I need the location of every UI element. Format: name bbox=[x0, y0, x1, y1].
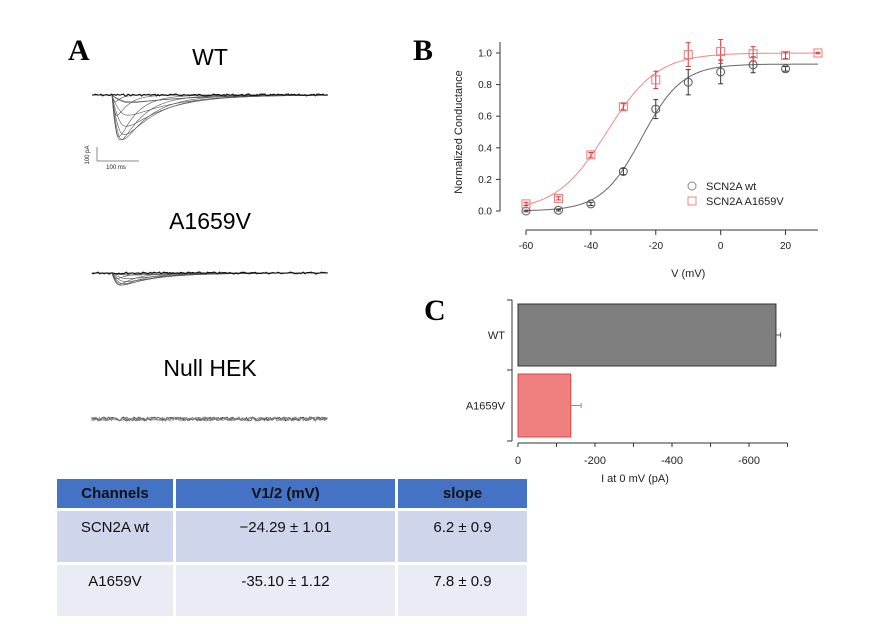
data-point-wt bbox=[781, 64, 791, 74]
data-point-a1659v bbox=[651, 75, 661, 85]
data-point-a1659v bbox=[683, 50, 693, 60]
conductance-chart: 0.0 0.2 0.4 0.6 0.8 1.0 -60 -40 -20 0 20 V (mV) No… bbox=[453, 39, 823, 280]
table-cell-v-half: -35.10 ± 1.12 bbox=[176, 565, 395, 616]
category-label: WT bbox=[488, 330, 505, 342]
data-point-a1659v bbox=[618, 102, 628, 112]
panel-b-letter: B bbox=[413, 34, 434, 67]
table-cell-channel: SCN2A wt bbox=[57, 511, 173, 562]
table-cell-channel: A1659V bbox=[57, 565, 173, 616]
current-bar-chart: WT A1659V 0 -200 -400 -600 I at 0 mV (pA) bbox=[466, 299, 788, 485]
trace-title-null-hek: Null HEK bbox=[163, 355, 257, 381]
data-point-a1659v bbox=[716, 46, 726, 56]
y-tick-label: 0.0 bbox=[478, 207, 492, 218]
fit-curve-a1659v bbox=[525, 52, 818, 206]
data-point-a1659v bbox=[586, 150, 596, 160]
scale-bar-y-label: 100 pA bbox=[85, 145, 91, 164]
y-tick-label: 0.2 bbox=[478, 175, 492, 186]
x-tick-label: 20 bbox=[780, 241, 792, 252]
table-cell-slope: 7.8 ± 0.9 bbox=[398, 565, 527, 616]
x-tick-label: -400 bbox=[661, 455, 683, 467]
conductance-points bbox=[521, 39, 823, 216]
data-point-a1659v bbox=[553, 193, 563, 203]
data-point-a1659v bbox=[521, 199, 531, 209]
y-tick-label: 0.8 bbox=[478, 80, 492, 91]
y-tick-label: 0.6 bbox=[478, 112, 492, 123]
x-tick-label: -60 bbox=[519, 241, 534, 252]
data-point-a1659v bbox=[748, 49, 758, 59]
conductance-legend: SCN2A wt SCN2A A1659V bbox=[687, 181, 784, 208]
conductance-fit-curves bbox=[525, 52, 818, 211]
legend-label-wt: SCN2A wt bbox=[706, 181, 756, 193]
conductance-axes: 0.0 0.2 0.4 0.6 0.8 1.0 -60 -40 -20 0 20 bbox=[478, 41, 818, 252]
data-point-a1659v bbox=[813, 48, 823, 58]
data-point-wt bbox=[586, 199, 596, 209]
legend-label-a1659v: SCN2A A1659V bbox=[706, 196, 784, 208]
table-cell-slope: 6.2 ± 0.9 bbox=[398, 511, 527, 562]
conductance-y-axis-title: Normalized Conductance bbox=[453, 70, 465, 194]
current-sweep bbox=[92, 94, 328, 127]
table-header-row: Channels V1/2 (mV) slope bbox=[57, 479, 527, 508]
baseline-trace bbox=[91, 271, 328, 275]
current-sweep bbox=[92, 94, 328, 137]
data-point-wt bbox=[683, 77, 693, 87]
noise-trace bbox=[91, 416, 328, 422]
bar-wt bbox=[517, 303, 777, 367]
table-row: SCN2A wt −24.29 ± 1.01 6.2 ± 0.9 bbox=[57, 511, 527, 562]
table-cell-v-half: −24.29 ± 1.01 bbox=[176, 511, 395, 562]
trace-title-a1659v: A1659V bbox=[169, 208, 251, 234]
current-sweep bbox=[92, 94, 328, 116]
scale-bar: 100 pA 100 ms bbox=[85, 145, 139, 171]
y-tick-label: 1.0 bbox=[478, 49, 492, 60]
x-tick-label: -600 bbox=[738, 455, 760, 467]
parameters-table: Channels V1/2 (mV) slope SCN2A wt −24.29… bbox=[54, 476, 530, 619]
current-x-axis-title: I at 0 mV (pA) bbox=[601, 473, 669, 485]
x-tick-label: 0 bbox=[718, 241, 724, 252]
current-sweep bbox=[92, 94, 328, 103]
data-point-a1659v bbox=[781, 50, 791, 60]
trace-title-wt: WT bbox=[192, 44, 228, 70]
current-bars bbox=[517, 303, 782, 438]
data-point-wt bbox=[651, 104, 661, 114]
x-tick-label: -40 bbox=[584, 241, 599, 252]
scale-bar-x-label: 100 ms bbox=[106, 165, 126, 171]
table-header-channels: Channels bbox=[57, 479, 173, 508]
x-tick-label: 0 bbox=[515, 455, 521, 467]
panel-a-letter: A bbox=[68, 34, 90, 67]
data-point-wt bbox=[553, 205, 563, 215]
table-header-v-half: V1/2 (mV) bbox=[176, 479, 395, 508]
x-tick-label: -20 bbox=[649, 241, 664, 252]
data-point-wt bbox=[716, 67, 726, 77]
current-axes: WT A1659V 0 -200 -400 -600 bbox=[466, 299, 788, 467]
legend-marker-wt bbox=[687, 181, 697, 191]
fit-curve-wt bbox=[526, 63, 818, 211]
conductance-x-axis-title: V (mV) bbox=[671, 268, 705, 280]
panel-a-traces bbox=[91, 93, 328, 422]
x-tick-label: -200 bbox=[584, 455, 606, 467]
panel-c-letter: C bbox=[424, 294, 446, 327]
table-header-slope: slope bbox=[398, 479, 527, 508]
table-row: A1659V -35.10 ± 1.12 7.8 ± 0.9 bbox=[57, 565, 527, 616]
baseline-trace bbox=[91, 93, 328, 97]
y-tick-label: 0.4 bbox=[478, 143, 492, 154]
category-label: A1659V bbox=[466, 401, 506, 413]
data-point-wt bbox=[521, 206, 531, 216]
data-point-wt bbox=[618, 167, 628, 176]
bar-a1659v bbox=[517, 373, 572, 438]
legend-marker-a1659v bbox=[687, 196, 697, 206]
